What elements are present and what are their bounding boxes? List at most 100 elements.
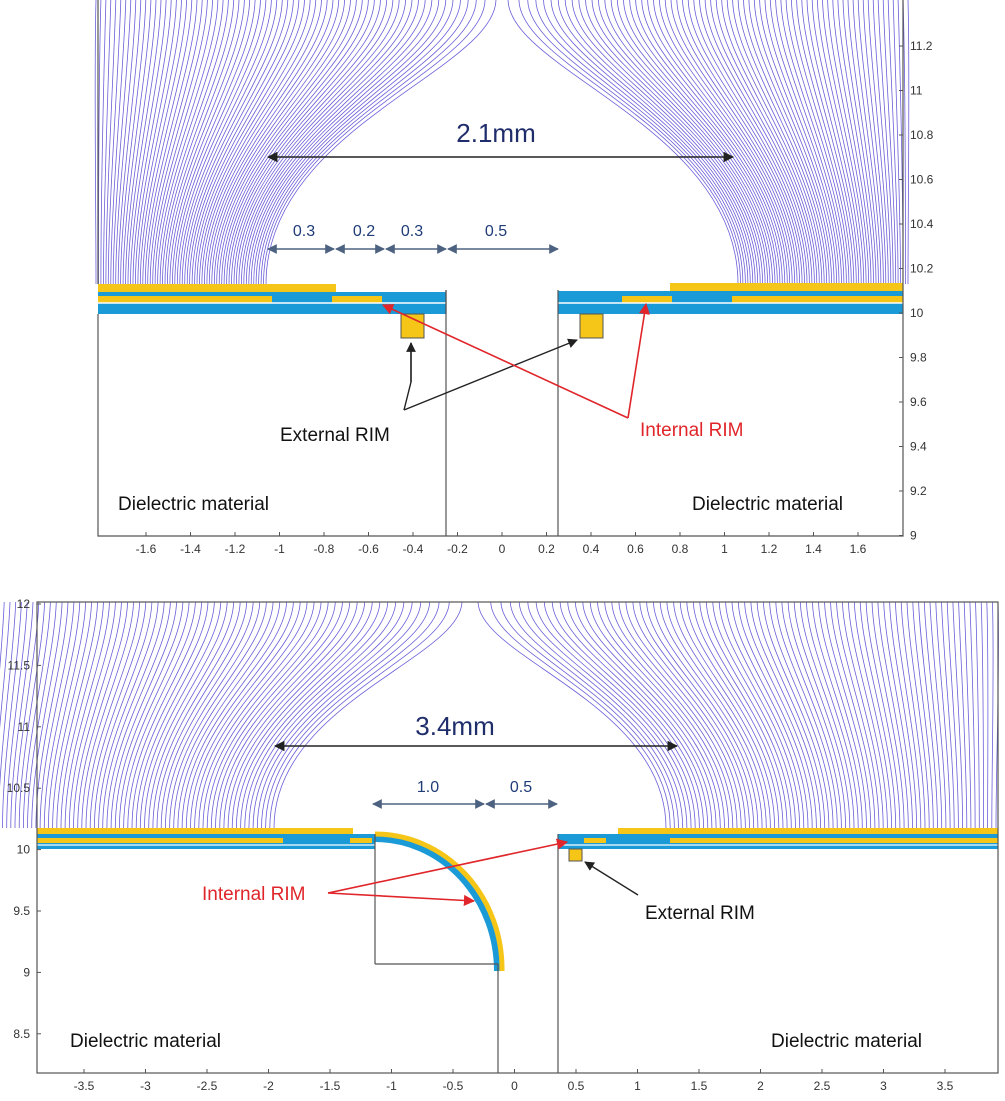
field-line bbox=[618, 601, 738, 829]
top-axes: -1.6 -1.4 -1.2 -1 -0.8 -0.6 -0.4 -0.2 0 0.2 0.4 0.6… bbox=[136, 39, 934, 556]
field-line bbox=[228, 0, 388, 285]
y-tick-label: 9.6 bbox=[910, 395, 927, 409]
bottom-left-electrode bbox=[37, 828, 375, 849]
field-line bbox=[154, 0, 219, 285]
top-panel: 2.1mm 0.3 0.2 0.3 0.5 External RIM Inter… bbox=[94, 0, 934, 556]
field-line bbox=[750, 601, 821, 829]
field-line bbox=[117, 0, 142, 285]
field-line bbox=[769, 0, 842, 285]
field-line bbox=[574, 601, 713, 829]
field-line bbox=[0, 601, 5, 670]
field-line bbox=[877, 0, 894, 285]
field-line bbox=[18, 601, 45, 829]
x-tick-label: 0.8 bbox=[672, 542, 689, 556]
field-line bbox=[186, 0, 289, 285]
field-line bbox=[535, 601, 692, 829]
field-line bbox=[490, 601, 671, 829]
field-line bbox=[912, 601, 934, 829]
field-line bbox=[610, 0, 773, 285]
field-line bbox=[219, 601, 351, 829]
field-line bbox=[241, 0, 419, 285]
field-line bbox=[764, 0, 840, 285]
field-line bbox=[725, 601, 805, 829]
field-line bbox=[646, 601, 755, 829]
field-line bbox=[144, 601, 228, 829]
field-line bbox=[23, 601, 51, 829]
y-tick-label: 9 bbox=[23, 965, 30, 979]
field-line bbox=[244, 601, 397, 829]
field-line bbox=[635, 0, 783, 285]
field-line bbox=[132, 0, 172, 285]
field-line bbox=[125, 0, 157, 285]
field-line bbox=[139, 0, 187, 285]
field-line bbox=[806, 0, 860, 285]
field-line bbox=[897, 0, 904, 285]
field-line bbox=[202, 601, 322, 829]
x-tick-label: -1.6 bbox=[136, 542, 157, 556]
y-tick-label: 9.5 bbox=[13, 904, 30, 918]
field-line bbox=[173, 601, 274, 829]
y-tick-label: 9.2 bbox=[910, 484, 927, 498]
field-line bbox=[223, 601, 358, 829]
bottom-panel: 3.4mm 1.0 0.5 Internal RIM External RIM … bbox=[0, 597, 999, 1093]
field-line bbox=[243, 0, 426, 285]
field-line bbox=[535, 0, 746, 285]
field-line bbox=[0, 601, 17, 788]
field-line bbox=[673, 601, 771, 829]
field-line bbox=[664, 0, 796, 285]
y-tick-label: 11.2 bbox=[910, 39, 933, 53]
field-line bbox=[211, 0, 345, 285]
field-line bbox=[177, 601, 281, 829]
field-line bbox=[842, 0, 877, 285]
field-line bbox=[189, 0, 294, 285]
top-dim-label-3: 0.3 bbox=[401, 223, 423, 240]
field-line bbox=[853, 601, 892, 829]
x-tick-label: 2 bbox=[757, 1079, 764, 1093]
field-line bbox=[258, 0, 469, 285]
y-tick-label: 10.2 bbox=[910, 262, 934, 276]
field-line bbox=[721, 0, 820, 285]
field-line bbox=[923, 601, 943, 829]
field-line bbox=[102, 601, 165, 829]
field-line bbox=[559, 601, 704, 829]
field-line bbox=[737, 601, 813, 829]
bottom-right-electrode bbox=[558, 828, 998, 862]
bottom-axes: -3.5 -3 -2.5 -2 -1.5 -1 -0.5 0 0.5 1 1.5 2 2.5 3 3.512… bbox=[7, 597, 954, 1093]
field-line bbox=[647, 0, 788, 285]
field-line bbox=[817, 0, 865, 285]
field-line bbox=[199, 0, 317, 285]
bottom-dim-label-1: 1.0 bbox=[417, 779, 439, 796]
field-line bbox=[604, 0, 771, 285]
field-line bbox=[551, 601, 700, 829]
field-line bbox=[238, 0, 413, 285]
x-tick-label: 3 bbox=[880, 1079, 887, 1093]
x-tick-label: 0.4 bbox=[583, 542, 600, 556]
bottom-field-lines bbox=[0, 601, 999, 829]
field-line bbox=[52, 601, 92, 829]
field-line bbox=[986, 601, 989, 829]
top-dielectric-right-label: Dielectric material bbox=[692, 494, 843, 515]
field-line bbox=[196, 0, 311, 285]
field-line bbox=[906, 601, 930, 829]
field-line bbox=[753, 0, 835, 285]
field-line bbox=[958, 601, 968, 829]
field-line bbox=[969, 601, 976, 829]
field-line bbox=[824, 601, 872, 829]
x-tick-label: 2.5 bbox=[814, 1079, 831, 1093]
field-line bbox=[43, 601, 81, 829]
field-line bbox=[811, 0, 862, 285]
x-tick-label: 0.6 bbox=[627, 542, 644, 556]
field-line bbox=[127, 0, 162, 285]
field-line bbox=[775, 0, 845, 285]
field-line bbox=[737, 0, 828, 285]
field-line bbox=[731, 601, 809, 829]
bottom-internal-rim-label: Internal RIM bbox=[202, 884, 305, 905]
top-dielectric-left-label: Dielectric material bbox=[118, 494, 269, 515]
field-line bbox=[975, 601, 980, 829]
field-line bbox=[148, 601, 235, 829]
field-line bbox=[781, 601, 842, 829]
field-line bbox=[653, 0, 791, 285]
top-left-electrode bbox=[98, 284, 446, 339]
field-line bbox=[103, 0, 112, 285]
field-line bbox=[240, 601, 389, 829]
